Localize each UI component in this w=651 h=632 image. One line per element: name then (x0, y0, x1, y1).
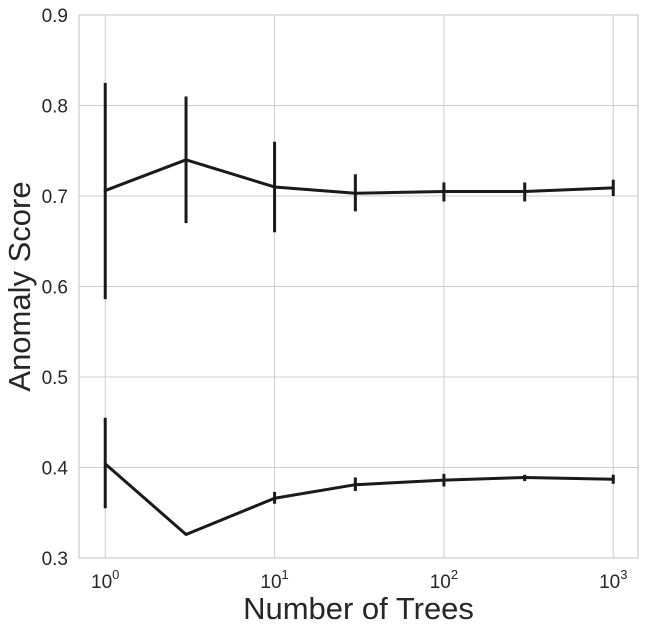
y-tick-label: 0.6 (42, 278, 68, 299)
plot-frame (78, 14, 639, 559)
plot-border (78, 14, 639, 559)
x-tick-label: 103 (599, 567, 627, 593)
y-tick-label: 0.4 (42, 459, 69, 480)
x-tick-base: 10 (430, 572, 451, 593)
series-lower (103, 417, 615, 536)
grid-layer (79, 14, 638, 559)
y-tick-label: 0.7 (42, 187, 68, 208)
x-tick-exponent: 2 (451, 567, 458, 582)
y-axis-title: Anomaly Score (2, 181, 37, 391)
x-tick-label: 100 (91, 567, 119, 593)
x-tick-label: 102 (430, 567, 458, 593)
y-tick-label: 0.9 (42, 6, 68, 27)
x-tick-exponent: 3 (620, 567, 627, 582)
series-layer (103, 82, 615, 536)
x-axis-title: Number of Trees (243, 591, 474, 626)
series-line-lower (103, 462, 615, 536)
x-tick-label: 101 (260, 567, 288, 593)
series-line-upper (103, 158, 615, 195)
x-tick-base: 10 (260, 572, 281, 593)
y-tick-label: 0.3 (42, 549, 68, 570)
x-tick-base: 10 (91, 572, 112, 593)
x-tick-exponent: 1 (282, 567, 289, 582)
x-tick-exponent: 0 (112, 567, 119, 582)
series-upper (103, 82, 615, 300)
y-tick-label: 0.5 (42, 368, 68, 389)
y-tick-label: 0.8 (42, 97, 68, 118)
x-tick-base: 10 (599, 572, 620, 593)
